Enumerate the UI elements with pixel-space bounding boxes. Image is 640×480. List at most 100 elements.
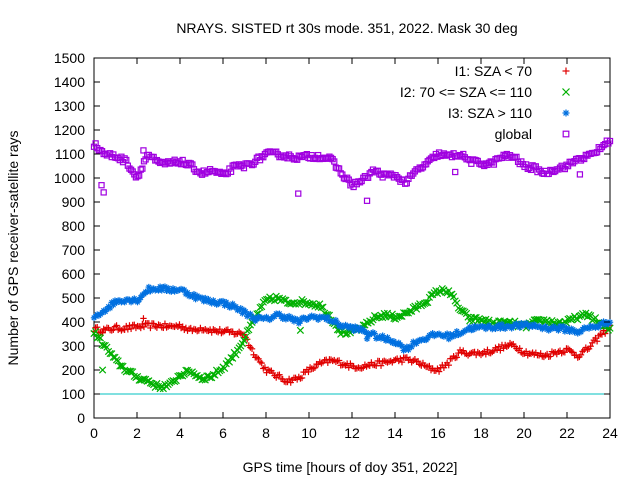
data-point (341, 330, 350, 338)
data-point (468, 160, 475, 167)
y-tick-label: 1000 (54, 170, 85, 186)
data-point (385, 358, 393, 365)
data-point (258, 302, 266, 311)
data-point (318, 360, 325, 367)
legend-label: I1: SZA < 70 (455, 63, 533, 79)
data-point (597, 145, 604, 153)
data-point (97, 146, 104, 154)
data-point (127, 166, 135, 173)
y-tick-label: 1200 (54, 122, 85, 138)
x-tick-label: 14 (387, 425, 403, 441)
data-point (202, 170, 209, 177)
data-point (179, 323, 186, 330)
data-point (379, 174, 386, 181)
data-point (377, 362, 385, 369)
data-point (115, 155, 122, 162)
data-point (91, 327, 100, 336)
x-axis-label: GPS time [hours of doy 351, 2022] (243, 459, 458, 475)
data-point (535, 166, 543, 173)
data-point (255, 355, 262, 362)
data-point (127, 325, 135, 333)
data-point (497, 347, 504, 354)
data-point-outlier (98, 366, 107, 374)
data-point-outlier (363, 197, 371, 204)
data-point (445, 361, 452, 369)
data-point (403, 180, 410, 187)
data-point (179, 156, 186, 164)
data-point-outlier (452, 168, 459, 176)
data-point (209, 370, 217, 379)
data-point (385, 312, 393, 320)
data-point (345, 364, 352, 371)
x-tick-label: 6 (219, 425, 227, 441)
y-tick-label: 100 (62, 386, 86, 402)
series-4 (90, 137, 614, 204)
data-point (285, 375, 293, 383)
data-point (176, 321, 183, 328)
x-tick-label: 20 (516, 425, 532, 441)
y-tick-label: 700 (62, 242, 86, 258)
legend-label: I2: 70 <= SZA <= 110 (400, 84, 532, 100)
series-1 (90, 315, 614, 386)
data-point (324, 359, 332, 366)
data-point (298, 374, 306, 382)
y-tick-label: 400 (62, 314, 86, 330)
data-point (261, 364, 269, 371)
data-point (522, 348, 530, 355)
data-point (561, 349, 569, 356)
data-point (310, 365, 317, 372)
data-point (241, 333, 250, 341)
data-point (337, 170, 344, 177)
data-point (305, 368, 312, 376)
data-point (103, 343, 111, 351)
data-point (290, 156, 298, 163)
y-tick-label: 500 (62, 290, 86, 306)
x-tick-label: 8 (262, 425, 270, 441)
data-point (135, 172, 143, 179)
data-point (260, 154, 267, 161)
y-tick-label: 800 (62, 218, 86, 234)
data-point (592, 334, 599, 342)
data-point (339, 171, 346, 178)
data-point (591, 314, 600, 322)
x-tick-label: 16 (430, 425, 446, 441)
data-point (134, 173, 141, 180)
data-point (187, 160, 194, 167)
data-point (500, 345, 507, 352)
x-tick-label: 0 (90, 425, 98, 441)
data-point (335, 357, 343, 364)
legend-marker (562, 88, 570, 96)
data-point (355, 178, 362, 185)
data-point (100, 325, 107, 333)
data-point (516, 345, 523, 352)
legend: I1: SZA < 70 I2: 70 <= SZA <= 110 I3: SZA … (400, 63, 570, 142)
data-point (201, 376, 209, 384)
data-point (327, 154, 335, 162)
series-2 (90, 284, 614, 393)
data-point (371, 330, 378, 337)
data-point (96, 334, 105, 342)
data-point-outlier (98, 182, 105, 189)
data-point (427, 155, 435, 162)
data-point-outlier (99, 329, 106, 336)
data-point (529, 162, 536, 169)
data-point (245, 326, 253, 334)
legend-marker (562, 109, 570, 117)
data-point (435, 368, 443, 375)
data-point (227, 354, 235, 362)
data-point (220, 364, 229, 372)
data-point (132, 174, 140, 181)
series-3 (90, 283, 614, 354)
y-axis-label: Number of GPS receiver-satellite rays (5, 131, 21, 366)
data-point (90, 143, 98, 150)
y-tick-label: 0 (77, 410, 85, 426)
data-point (147, 324, 154, 332)
x-tick-label: 12 (344, 425, 360, 441)
data-point (581, 155, 588, 163)
data-point (248, 345, 256, 353)
data-point (495, 343, 502, 350)
data-point (260, 365, 267, 372)
data-point (127, 367, 135, 375)
x-tick-label: 18 (473, 425, 489, 441)
